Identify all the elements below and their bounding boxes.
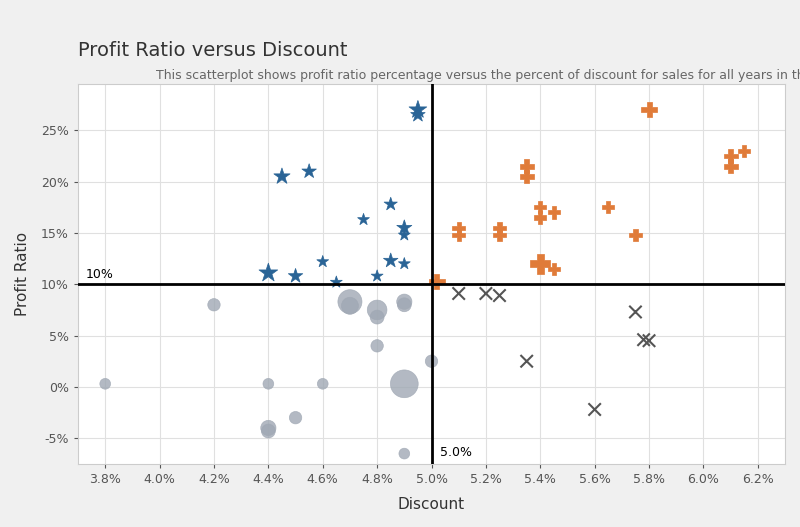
Text: Profit Ratio versus Discount: Profit Ratio versus Discount	[78, 41, 347, 61]
Point	[289, 272, 302, 280]
Point	[398, 450, 410, 458]
Point	[262, 379, 274, 388]
Point	[638, 336, 650, 344]
Point	[588, 405, 601, 414]
Point	[520, 172, 533, 181]
Point	[343, 297, 356, 306]
Point	[411, 111, 424, 119]
Point	[398, 297, 410, 306]
Point	[493, 223, 506, 232]
Y-axis label: Profit Ratio: Profit Ratio	[15, 232, 30, 316]
Point	[430, 277, 443, 286]
Point	[275, 172, 288, 181]
Point	[724, 162, 737, 170]
Point	[370, 272, 383, 280]
Point	[384, 200, 397, 208]
Point	[629, 308, 642, 316]
Point	[602, 203, 614, 211]
Point	[370, 306, 383, 314]
Point	[452, 223, 465, 232]
Point	[547, 265, 560, 273]
Point	[398, 231, 410, 239]
Point	[262, 427, 274, 435]
Point	[384, 257, 397, 265]
X-axis label: Discount: Discount	[398, 497, 465, 512]
Point	[534, 213, 546, 222]
Point	[262, 269, 274, 277]
Point	[534, 203, 546, 211]
Point	[302, 167, 315, 175]
Point	[99, 379, 112, 388]
Point	[479, 289, 492, 298]
Point	[425, 357, 438, 365]
Point	[520, 162, 533, 170]
Point	[289, 414, 302, 422]
Point	[547, 208, 560, 217]
Point	[398, 379, 410, 388]
Point	[642, 105, 655, 114]
Point	[262, 424, 274, 432]
Point	[398, 259, 410, 268]
Text: This scatterplot shows profit ratio percentage versus the percent of discount fo: This scatterplot shows profit ratio perc…	[156, 69, 800, 82]
Point	[642, 336, 655, 345]
Point	[520, 357, 533, 365]
Point	[452, 231, 465, 239]
Point	[370, 313, 383, 321]
Point	[411, 105, 424, 114]
Point	[343, 301, 356, 310]
Text: 5.0%: 5.0%	[440, 446, 472, 458]
Point	[724, 152, 737, 160]
Point	[330, 278, 342, 286]
Point	[398, 223, 410, 232]
Point	[493, 291, 506, 300]
Point	[534, 259, 546, 268]
Point	[493, 231, 506, 239]
Point	[398, 300, 410, 309]
Text: 10%: 10%	[86, 268, 114, 281]
Point	[357, 216, 370, 224]
Point	[370, 341, 383, 350]
Point	[316, 258, 329, 266]
Point	[316, 379, 329, 388]
Point	[452, 289, 465, 298]
Point	[738, 147, 750, 155]
Point	[207, 300, 220, 309]
Point	[629, 231, 642, 239]
